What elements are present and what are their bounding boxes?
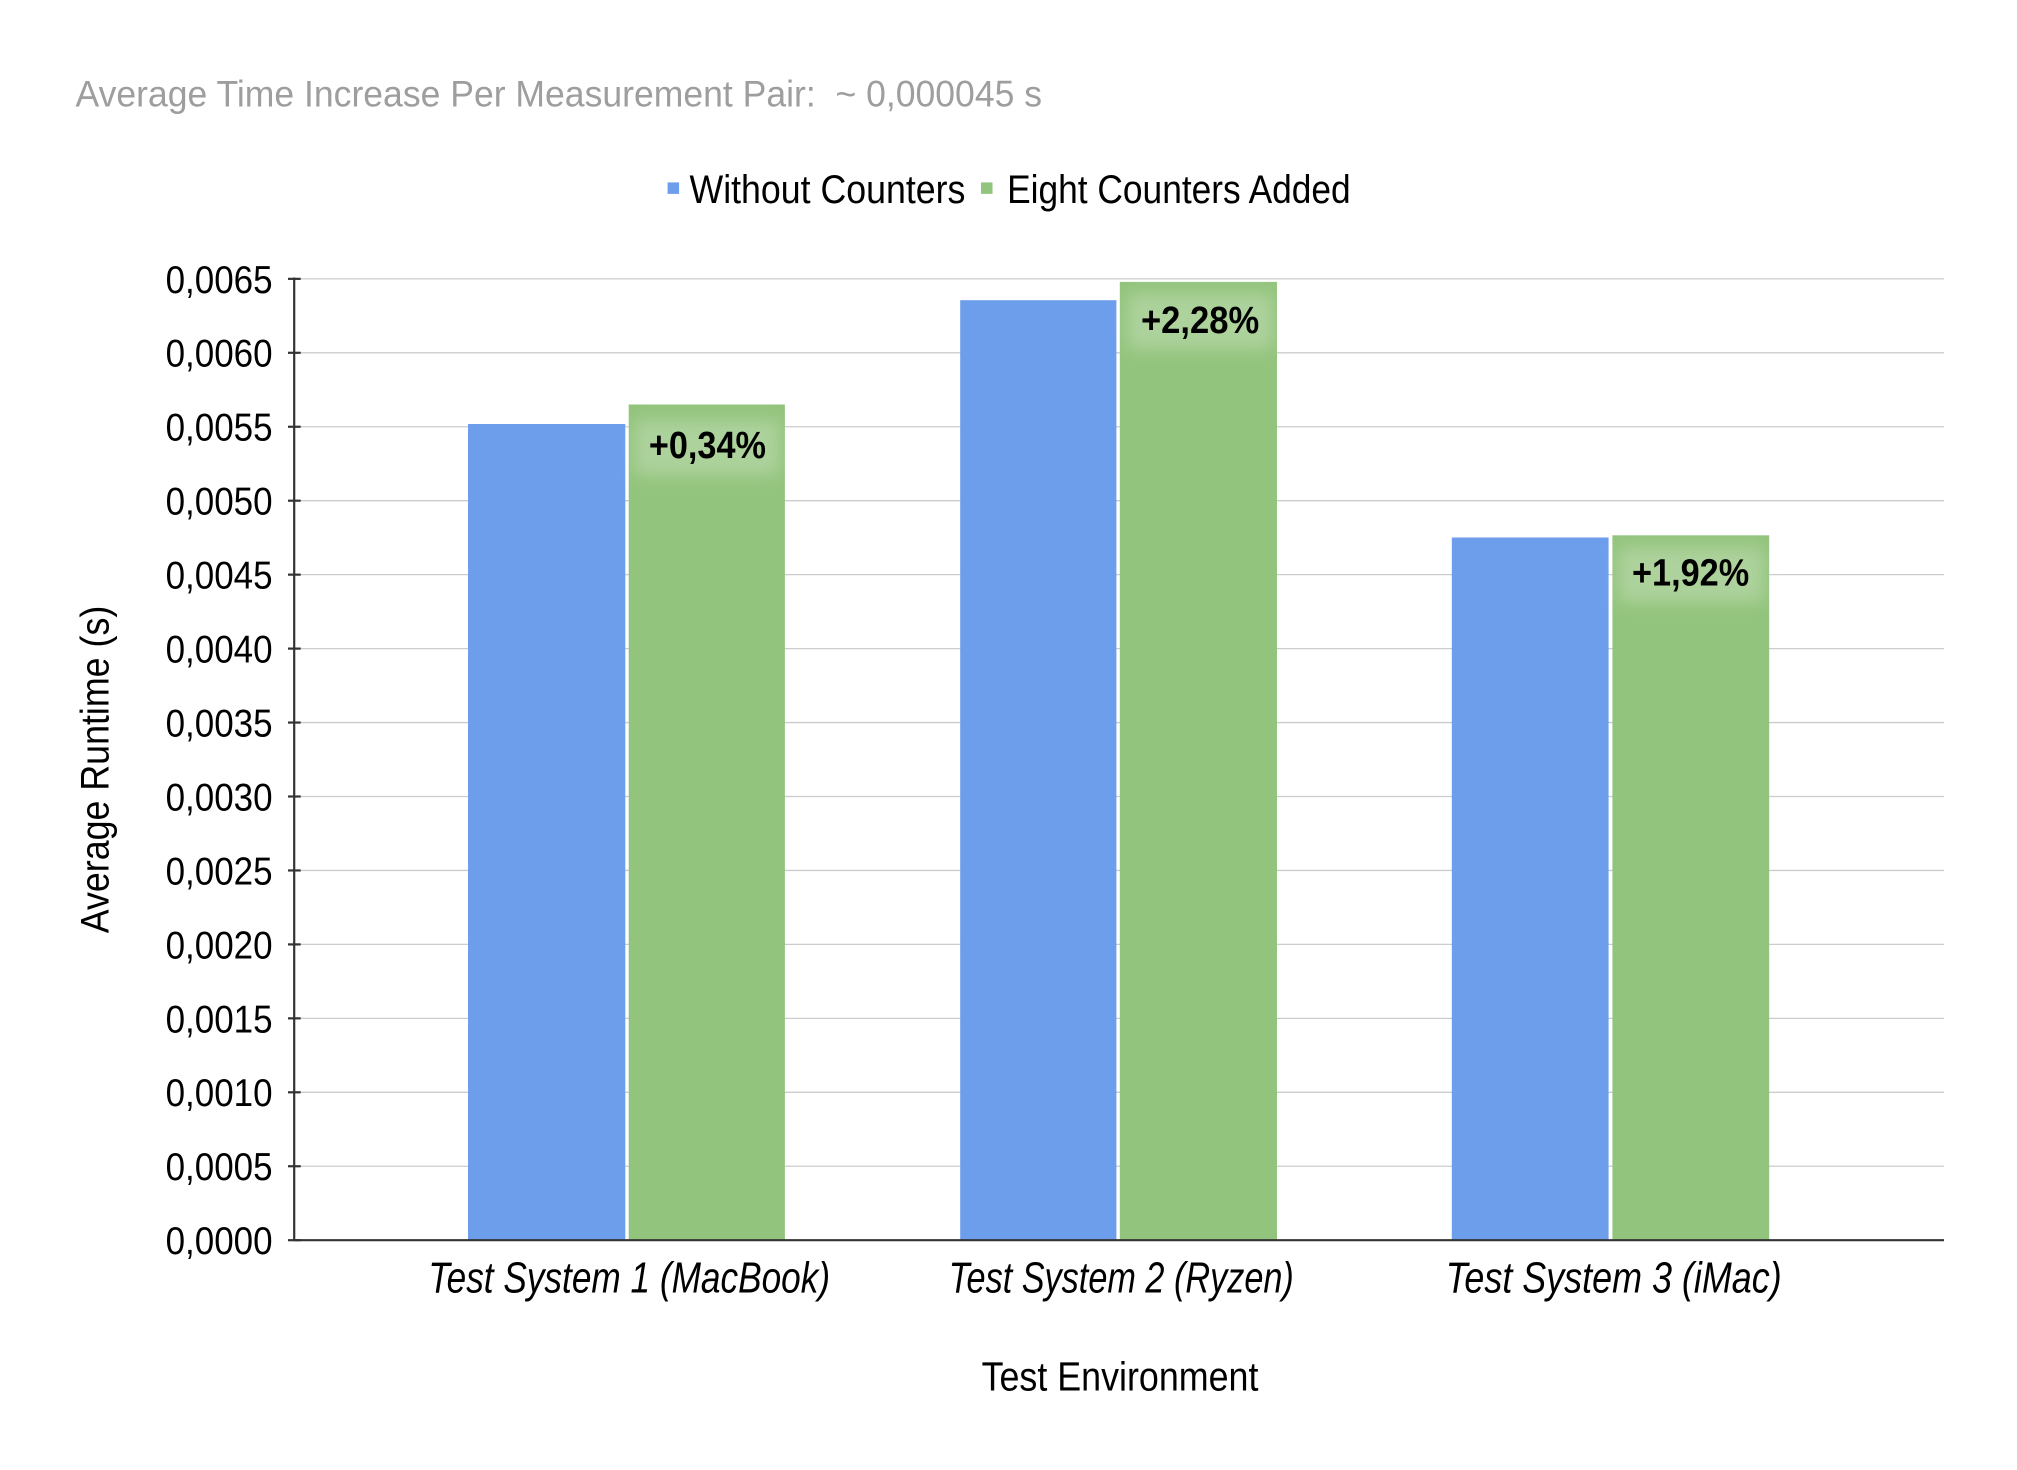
svg-text:Test System 2 (Ryzen): Test System 2 (Ryzen) <box>949 1254 1294 1303</box>
svg-text:0,0050: 0,0050 <box>166 481 273 524</box>
svg-text:+1,92%: +1,92% <box>1632 553 1749 595</box>
svg-text:0,0035: 0,0035 <box>166 702 273 745</box>
svg-text:Test System 3 (iMac): Test System 3 (iMac) <box>1446 1254 1782 1303</box>
svg-text:0,0020: 0,0020 <box>166 924 273 967</box>
svg-text:Average Runtime (s): Average Runtime (s) <box>74 606 118 934</box>
svg-text:0,0060: 0,0060 <box>166 333 273 376</box>
svg-text:0,0010: 0,0010 <box>166 1072 273 1115</box>
svg-text:Test Environment: Test Environment <box>982 1354 1259 1400</box>
svg-text:0,0055: 0,0055 <box>166 407 273 450</box>
svg-text:0,0030: 0,0030 <box>166 776 273 819</box>
svg-text:Without Counters: Without Counters <box>690 168 966 212</box>
svg-text:Eight Counters Added: Eight Counters Added <box>1007 168 1351 212</box>
svg-text:0,0065: 0,0065 <box>166 259 273 302</box>
svg-text:Test System 1 (MacBook): Test System 1 (MacBook) <box>428 1254 830 1303</box>
svg-text:Average Time Increase Per Meas: Average Time Increase Per Measurement Pa… <box>76 74 1043 115</box>
svg-text:+0,34%: +0,34% <box>649 425 766 467</box>
svg-text:0,0040: 0,0040 <box>166 629 273 672</box>
svg-text:0,0025: 0,0025 <box>166 850 273 893</box>
svg-text:+2,28%: +2,28% <box>1141 300 1259 342</box>
svg-text:0,0005: 0,0005 <box>166 1146 273 1189</box>
svg-text:0,0000: 0,0000 <box>166 1220 273 1263</box>
svg-text:0,0045: 0,0045 <box>166 555 273 598</box>
svg-text:0,0015: 0,0015 <box>166 998 273 1041</box>
